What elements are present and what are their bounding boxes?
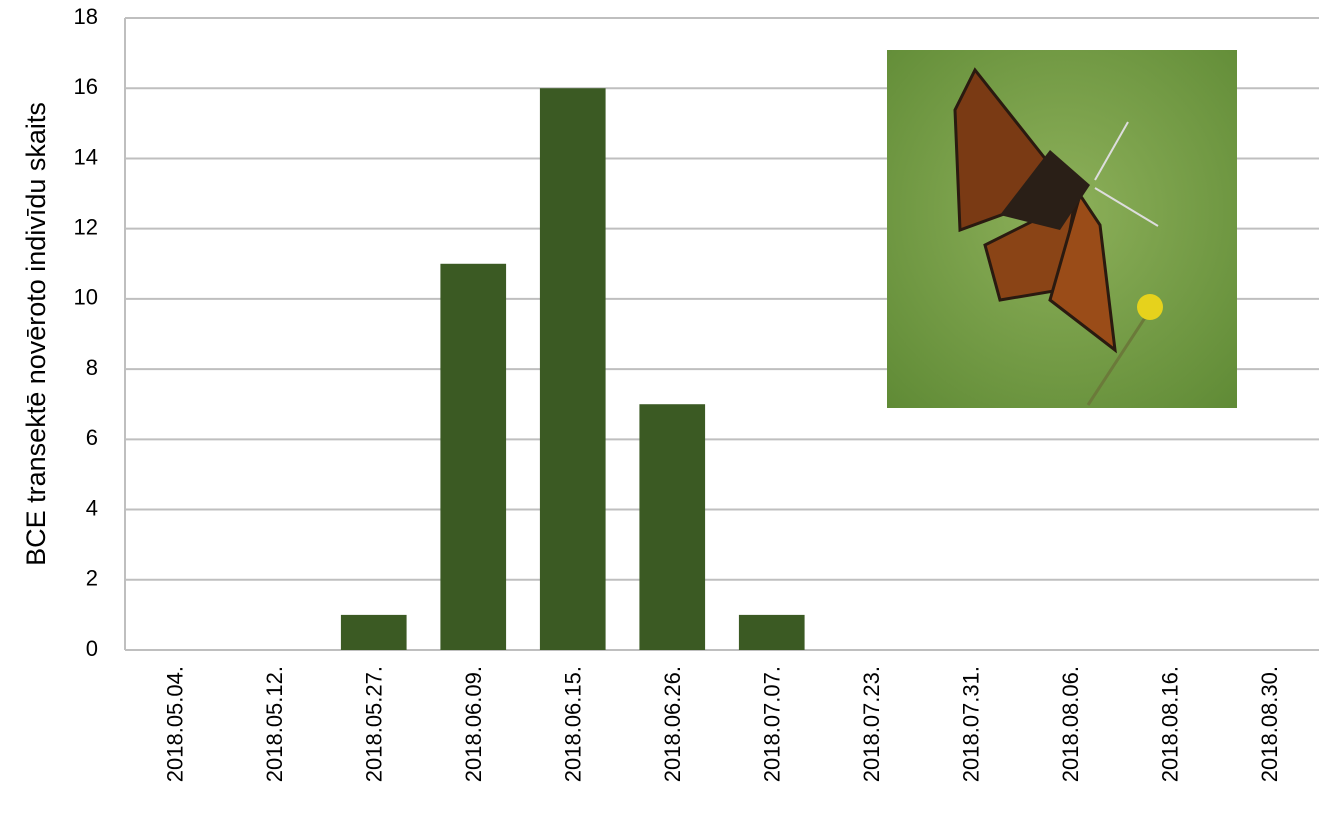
x-tick-label: 2018.05.12. [262,666,287,782]
y-tick-label: 6 [86,425,98,450]
bar [539,88,606,650]
y-tick-label: 10 [74,285,98,310]
flower [1137,294,1163,320]
y-tick-label: 16 [74,74,98,99]
y-tick-label: 18 [74,4,98,29]
x-tick-label: 2018.08.30. [1257,666,1282,782]
x-tick-label: 2018.08.16. [1158,666,1183,782]
x-tick-label: 2018.07.07. [760,666,785,782]
y-tick-label: 12 [74,214,98,239]
photo-inset [887,50,1237,408]
y-axis-label: BCE transektē novēroto indivīdu skaits [21,102,51,566]
x-tick-label: 2018.05.04. [163,666,188,782]
x-tick-label: 2018.07.23. [859,666,884,782]
x-tick-label: 2018.05.27. [362,666,387,782]
x-tick-label: 2018.06.15. [561,666,586,782]
bar [639,404,706,650]
x-tick-label: 2018.07.31. [959,666,984,782]
y-tick-label: 14 [74,144,98,169]
x-tick-label: 2018.06.26. [660,666,685,782]
y-tick-label: 8 [86,355,98,380]
bar [738,614,805,650]
y-tick-label: 4 [86,495,98,520]
bar [340,614,407,650]
bar [440,263,507,650]
x-tick-label: 2018.06.09. [461,666,486,782]
y-tick-label: 0 [86,636,98,661]
x-tick-label: 2018.08.06. [1058,666,1083,782]
butterfly [953,67,1159,354]
stem [1086,309,1152,406]
y-tick-label: 2 [86,566,98,591]
